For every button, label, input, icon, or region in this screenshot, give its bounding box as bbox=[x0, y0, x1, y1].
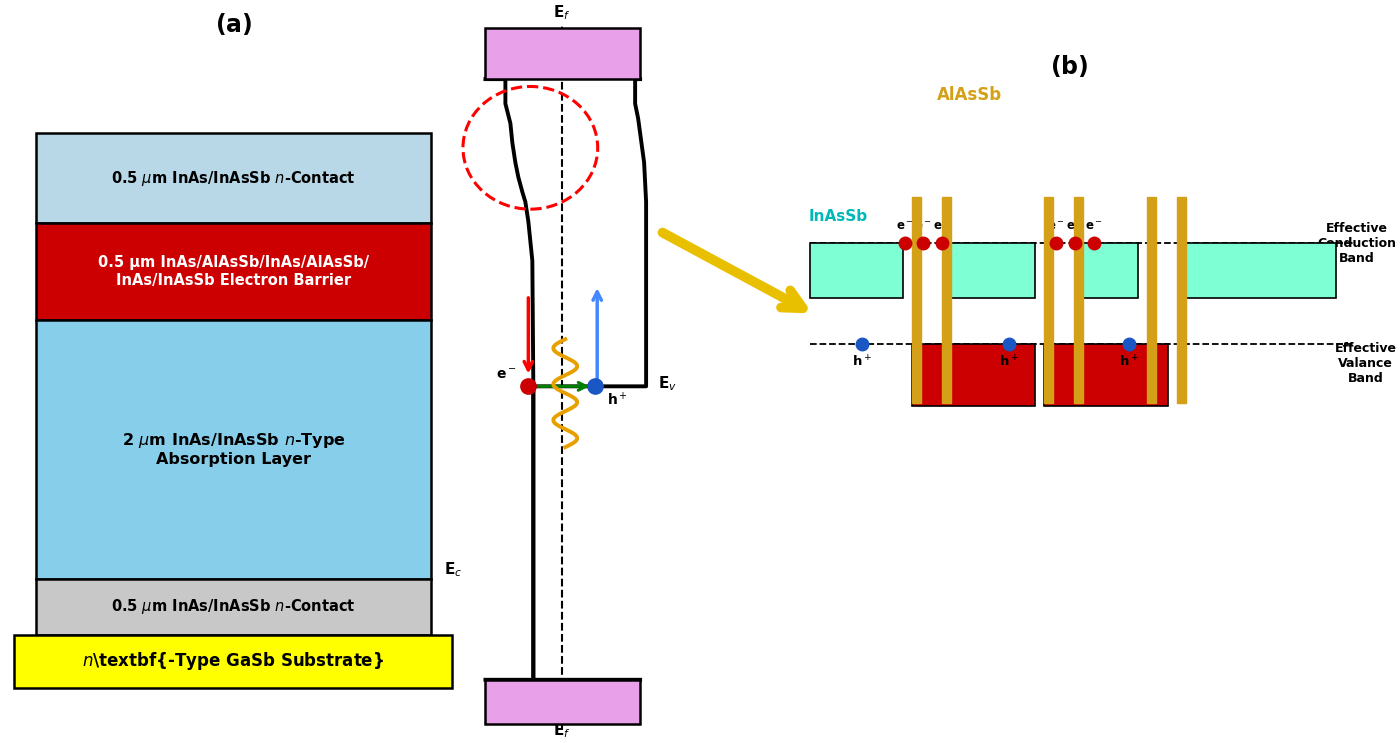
Bar bbox=[36, 133, 431, 224]
Text: Metal: Metal bbox=[539, 695, 587, 710]
Text: $n$\textbf{-Type GaSb Substrate}: $n$\textbf{-Type GaSb Substrate} bbox=[83, 650, 385, 672]
Bar bbox=[14, 635, 452, 687]
Text: h$^+$: h$^+$ bbox=[608, 392, 629, 409]
Text: e$^-$: e$^-$ bbox=[932, 220, 951, 233]
Text: InAsSb: InAsSb bbox=[808, 209, 867, 224]
Bar bbox=[1147, 197, 1156, 403]
Bar bbox=[1044, 197, 1053, 403]
Text: e$^-$: e$^-$ bbox=[896, 220, 913, 233]
Bar bbox=[486, 28, 640, 79]
Bar bbox=[486, 680, 640, 724]
Text: Effective
Conduction
Band: Effective Conduction Band bbox=[1317, 221, 1397, 265]
Bar bbox=[1044, 344, 1168, 406]
Text: Metal: Metal bbox=[539, 46, 587, 61]
Bar bbox=[36, 224, 431, 320]
Bar bbox=[1084, 243, 1138, 298]
Bar bbox=[36, 579, 431, 635]
Text: E$_c$: E$_c$ bbox=[444, 560, 462, 580]
Text: e$^-$: e$^-$ bbox=[1047, 220, 1065, 233]
Text: InAs: InAs bbox=[976, 387, 1016, 405]
Bar bbox=[36, 320, 431, 579]
Text: e$^-$: e$^-$ bbox=[914, 220, 931, 233]
Bar bbox=[1177, 197, 1186, 403]
Bar bbox=[1186, 243, 1336, 298]
Text: E$_f$: E$_f$ bbox=[553, 4, 571, 22]
Text: e$^-$: e$^-$ bbox=[1085, 220, 1103, 233]
Text: E$_f$: E$_f$ bbox=[553, 721, 571, 739]
Bar bbox=[951, 243, 1036, 298]
Text: Effective
Valance
Band: Effective Valance Band bbox=[1334, 343, 1397, 386]
Bar bbox=[911, 344, 1036, 406]
Text: h$^+$: h$^+$ bbox=[1119, 354, 1140, 369]
Text: 0.5 $\mu$m InAs/InAsSb $n$-Contact: 0.5 $\mu$m InAs/InAsSb $n$-Contact bbox=[111, 597, 356, 616]
Bar bbox=[942, 197, 951, 403]
Text: 2 $\mu$m InAs/InAsSb $n$-Type
Absorption Layer: 2 $\mu$m InAs/InAsSb $n$-Type Absorption… bbox=[122, 431, 346, 467]
Text: 0.5 $\mu$m InAs/InAsSb $n$-Contact: 0.5 $\mu$m InAs/InAsSb $n$-Contact bbox=[111, 169, 356, 188]
Bar bbox=[1074, 197, 1084, 403]
Text: $\mathbf{(b)}$: $\mathbf{(b)}$ bbox=[1050, 53, 1088, 79]
Text: e$^-$: e$^-$ bbox=[1067, 220, 1084, 233]
Text: $\mathbf{(a)}$: $\mathbf{(a)}$ bbox=[214, 11, 252, 37]
Text: h$^+$: h$^+$ bbox=[1000, 354, 1019, 369]
Bar bbox=[911, 197, 921, 403]
Text: E$_v$: E$_v$ bbox=[658, 374, 678, 393]
Text: AlAsSb: AlAsSb bbox=[937, 85, 1002, 104]
Text: e$^-$: e$^-$ bbox=[496, 368, 517, 381]
Bar bbox=[809, 243, 903, 298]
Text: 0.5 μm InAs/AlAsSb/InAs/AlAsSb/
InAs/InAsSb Electron Barrier: 0.5 μm InAs/AlAsSb/InAs/AlAsSb/ InAs/InA… bbox=[98, 256, 370, 288]
Text: h$^+$: h$^+$ bbox=[851, 354, 872, 369]
